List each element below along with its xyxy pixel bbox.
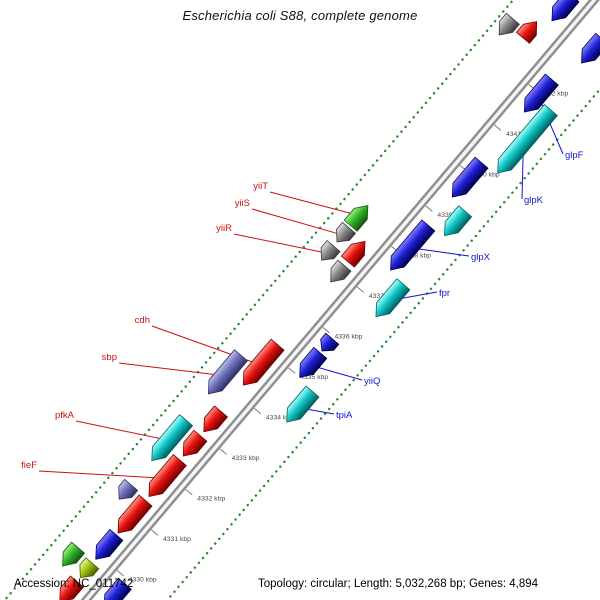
gene-label-yiiT[interactable]: yiiT bbox=[253, 181, 268, 192]
tick-label-4340: 4340 kbp bbox=[472, 172, 500, 179]
gene-arrow[interactable] bbox=[438, 205, 473, 241]
gene-label-pfkA[interactable]: pfkA bbox=[55, 410, 75, 421]
label-leader-line bbox=[251, 208, 343, 236]
gene-arrow[interactable] bbox=[98, 577, 132, 600]
gene-arrow[interactable] bbox=[316, 332, 340, 356]
gene-arrow-pfkA[interactable] bbox=[145, 414, 194, 466]
gene-arrow-sbp[interactable] bbox=[202, 349, 249, 399]
gene-label-sbp[interactable]: sbp bbox=[102, 352, 117, 363]
gene-label-glpF[interactable]: glpF bbox=[565, 150, 584, 161]
gene-arrow-yiiT[interactable] bbox=[343, 200, 374, 232]
gene-arrow-yiiR[interactable] bbox=[315, 239, 341, 266]
position-tick bbox=[322, 327, 330, 334]
position-tick bbox=[151, 529, 159, 536]
gene-arrow[interactable] bbox=[575, 32, 600, 68]
tick-label-4338: 4338 kbp bbox=[403, 253, 431, 260]
gene-arrow[interactable] bbox=[74, 557, 100, 583]
position-tick bbox=[494, 124, 502, 131]
map-title: Escherichia coli S88, complete genome bbox=[182, 8, 418, 23]
gene-arrow[interactable] bbox=[446, 156, 489, 202]
gene-label-cdh[interactable]: cdh bbox=[135, 315, 150, 326]
label-leader-line bbox=[537, 95, 564, 155]
label-leader-line bbox=[118, 362, 224, 377]
gene-arrow[interactable] bbox=[89, 528, 124, 564]
position-tick bbox=[254, 408, 262, 415]
gene-label-yiiQ[interactable]: yiiQ bbox=[364, 376, 380, 387]
position-tick bbox=[288, 367, 296, 374]
label-leader-line bbox=[75, 420, 170, 441]
gene-label-yiiR[interactable]: yiiR bbox=[216, 223, 232, 234]
gene-arrow[interactable] bbox=[53, 575, 84, 600]
gene-arrow-fpr[interactable] bbox=[369, 278, 411, 322]
tick-label-4336: 4336 kbp bbox=[335, 334, 363, 341]
gene-label-fieF[interactable]: fieF bbox=[21, 460, 37, 471]
gene-arrow-fieF[interactable] bbox=[142, 453, 187, 502]
tick-label-4333: 4333 kbp bbox=[232, 455, 260, 462]
gene-arrow-glpK[interactable] bbox=[491, 104, 558, 179]
genome-summary-text: Topology: circular; Length: 5,032,268 bp… bbox=[258, 578, 539, 590]
tick-label-4342: 4342 kbp bbox=[540, 91, 568, 98]
tick-label-4330: 4330 kbp bbox=[129, 577, 157, 584]
gene-arrow-glpF[interactable] bbox=[518, 73, 559, 117]
label-leader-line bbox=[269, 191, 360, 217]
gene-arrow[interactable] bbox=[112, 494, 153, 538]
position-tick bbox=[116, 570, 124, 577]
tick-label-4335: 4335 kbp bbox=[300, 374, 328, 381]
gene-label-tpiA[interactable]: tpiA bbox=[336, 410, 353, 421]
gene-arrow-glpX[interactable] bbox=[384, 219, 436, 276]
position-tick bbox=[356, 286, 365, 293]
gene-arrow[interactable] bbox=[177, 429, 208, 461]
gene-arrow[interactable] bbox=[340, 236, 371, 268]
label-leader-line bbox=[233, 233, 328, 254]
gene-arrow[interactable] bbox=[515, 16, 544, 44]
tick-label-4334: 4334 kbp bbox=[266, 415, 294, 422]
position-tick bbox=[185, 489, 193, 496]
gene-arrow-yiiS[interactable] bbox=[331, 221, 357, 247]
gene-arrow[interactable] bbox=[545, 0, 580, 26]
gene-arrow[interactable] bbox=[56, 541, 86, 571]
accession-text: Accession: NC_011742 bbox=[14, 578, 134, 590]
gene-arrow-cdh[interactable] bbox=[237, 338, 285, 390]
gene-arrow[interactable] bbox=[493, 12, 520, 40]
gene-label-yiiS[interactable]: yiiS bbox=[235, 198, 250, 209]
tick-label-4332: 4332 kbp bbox=[197, 496, 225, 503]
position-tick bbox=[425, 205, 433, 212]
gene-label-glpX[interactable]: glpX bbox=[471, 252, 491, 263]
gene-arrow[interactable] bbox=[113, 478, 139, 504]
gene-arrow-tpiA[interactable] bbox=[280, 385, 320, 427]
label-leader-line bbox=[38, 470, 165, 479]
gene-arrow[interactable] bbox=[197, 405, 229, 437]
gene-arrow[interactable] bbox=[324, 259, 352, 287]
gene-label-glpK[interactable]: glpK bbox=[524, 195, 544, 206]
gene-label-fpr[interactable]: fpr bbox=[439, 288, 450, 299]
position-tick bbox=[219, 448, 227, 455]
gene-arrow-yiiQ[interactable] bbox=[293, 346, 328, 382]
tick-label-4331: 4331 kbp bbox=[163, 536, 191, 543]
